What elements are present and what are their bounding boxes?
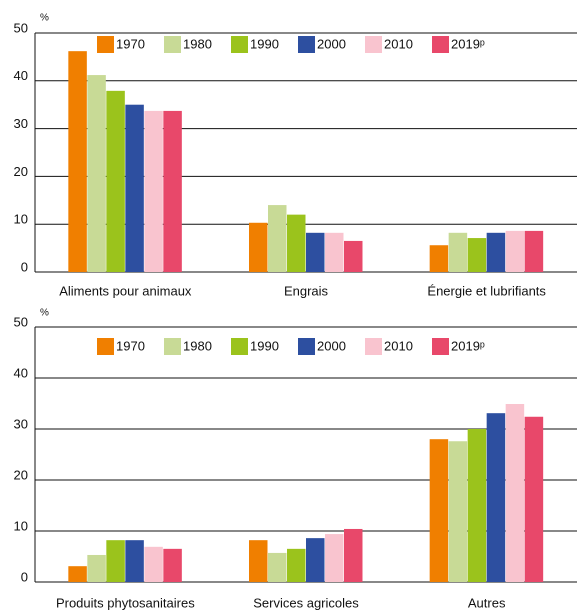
- bar: [249, 222, 268, 272]
- legend-swatch: [164, 338, 181, 355]
- y-tick-label: 40: [14, 68, 28, 83]
- bar: [144, 110, 163, 272]
- legend-swatch: [97, 36, 114, 53]
- y-tick-label: 20: [14, 467, 28, 482]
- bar: [87, 75, 106, 273]
- legend-label: 1990: [250, 36, 279, 51]
- legend-swatch: [432, 36, 449, 53]
- bar: [486, 413, 506, 582]
- x-tick-label: Énergie et lubrifiants: [427, 283, 546, 298]
- bar: [524, 230, 544, 272]
- legend-swatch: [298, 338, 315, 355]
- bar: [125, 104, 144, 272]
- bar: [505, 230, 525, 272]
- y-tick-label: 20: [14, 164, 28, 179]
- bar: [306, 232, 325, 272]
- y-tick-label: 0: [21, 569, 28, 584]
- bar: [163, 548, 182, 582]
- y-tick-label: 50: [14, 20, 28, 35]
- bar: [68, 51, 87, 272]
- legend-label: 2010: [384, 36, 413, 51]
- bar: [325, 534, 344, 582]
- legend-label: 2000: [317, 338, 346, 353]
- x-tick-label: Services agricoles: [253, 595, 359, 610]
- bar: [429, 439, 449, 582]
- bar: [306, 538, 325, 582]
- bar: [163, 110, 182, 272]
- bar: [287, 214, 306, 272]
- bar: [344, 528, 363, 582]
- bar: [486, 232, 506, 272]
- legend-swatch: [298, 36, 315, 53]
- legend-label: 2019ᵖ: [451, 338, 485, 353]
- bar: [448, 232, 468, 272]
- x-tick-label: Engrais: [284, 283, 329, 298]
- bar: [268, 205, 287, 272]
- y-axis-unit: %: [40, 308, 49, 319]
- legend-label: 2010: [384, 338, 413, 353]
- bar: [429, 245, 449, 272]
- legend-swatch: [365, 338, 382, 355]
- bar: [144, 546, 163, 582]
- bar: [505, 404, 525, 582]
- bar: [249, 540, 268, 582]
- x-tick-label: Aliments pour animaux: [59, 283, 192, 298]
- bar: [467, 429, 487, 582]
- y-tick-label: 10: [14, 518, 28, 533]
- legend-swatch: [231, 338, 248, 355]
- y-tick-label: 30: [14, 116, 28, 131]
- y-tick-label: 40: [14, 365, 28, 380]
- x-tick-label: Produits phytosanitaires: [56, 595, 195, 610]
- bar: [448, 441, 468, 582]
- legend-swatch: [164, 36, 181, 53]
- legend-label: 1970: [116, 338, 145, 353]
- legend-label: 1970: [116, 36, 145, 51]
- y-tick-label: 50: [14, 314, 28, 329]
- y-tick-label: 30: [14, 416, 28, 431]
- bar: [106, 90, 125, 272]
- y-tick-label: 0: [21, 259, 28, 274]
- bar: [325, 232, 344, 272]
- bar: [467, 238, 487, 272]
- bar: [68, 566, 87, 582]
- legend-label: 1990: [250, 338, 279, 353]
- legend-swatch: [231, 36, 248, 53]
- legend-label: 2019ᵖ: [451, 36, 485, 51]
- y-tick-label: 10: [14, 212, 28, 227]
- legend-label: 2000: [317, 36, 346, 51]
- legend-swatch: [432, 338, 449, 355]
- bar: [344, 240, 363, 272]
- bar: [524, 416, 544, 582]
- bar: [87, 554, 106, 582]
- legend-swatch: [365, 36, 382, 53]
- legend-label: 1980: [183, 36, 212, 51]
- y-axis-unit: %: [40, 13, 49, 24]
- legend-swatch: [97, 338, 114, 355]
- bar: [125, 540, 144, 582]
- bar: [268, 552, 287, 582]
- bar: [106, 540, 125, 582]
- legend-label: 1980: [183, 338, 212, 353]
- bar: [287, 548, 306, 582]
- x-tick-label: Autres: [468, 595, 506, 610]
